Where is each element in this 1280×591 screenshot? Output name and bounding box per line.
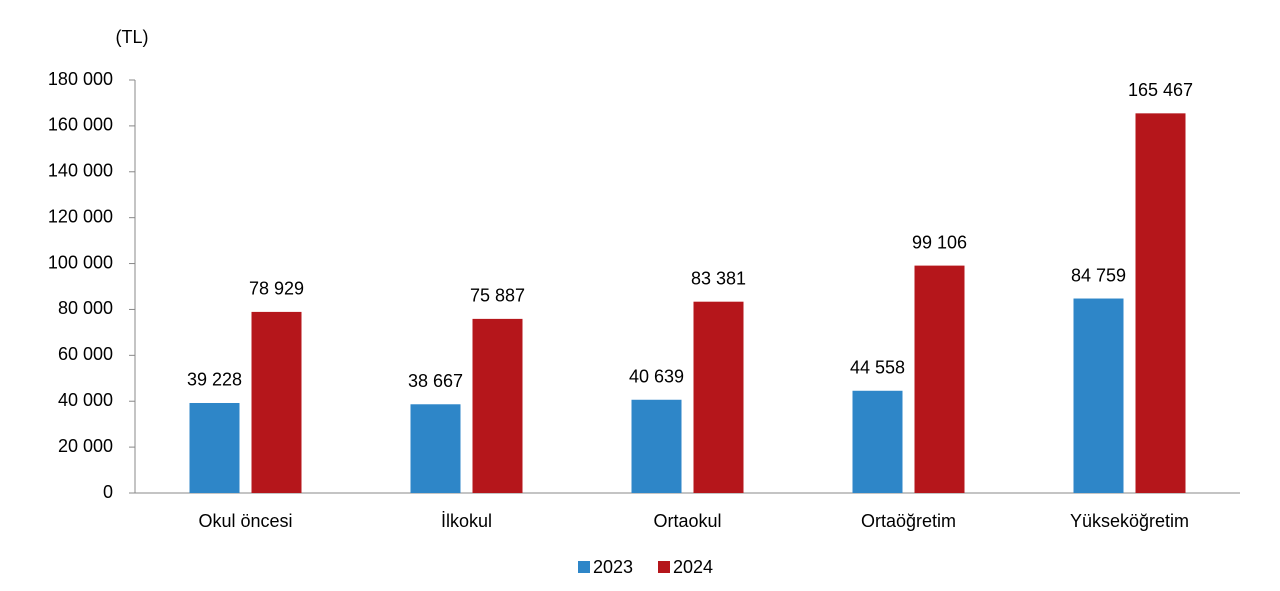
legend-swatch — [578, 561, 590, 573]
value-label: 78 929 — [249, 279, 304, 299]
value-label: 165 467 — [1128, 80, 1193, 100]
x-tick-label: Yükseköğretim — [1070, 511, 1189, 531]
value-label: 84 759 — [1071, 265, 1126, 285]
y-tick-label: 120 000 — [48, 206, 113, 226]
y-tick-label: 0 — [103, 482, 113, 502]
legend-label: 2023 — [593, 557, 633, 577]
value-label: 75 887 — [470, 286, 525, 306]
value-label: 39 228 — [187, 370, 242, 390]
y-tick-label: 40 000 — [58, 390, 113, 410]
value-label: 99 106 — [912, 232, 967, 252]
y-tick-label: 20 000 — [58, 436, 113, 456]
bar — [631, 399, 682, 493]
x-tick-label: İlkokul — [441, 511, 492, 531]
value-label: 38 667 — [408, 371, 463, 391]
value-label: 83 381 — [691, 268, 746, 288]
x-tick-label: Ortaokul — [653, 511, 721, 531]
y-tick-label: 80 000 — [58, 298, 113, 318]
bar — [189, 402, 240, 493]
bar — [472, 318, 523, 493]
y-tick-label: 160 000 — [48, 115, 113, 135]
bar — [251, 311, 302, 493]
bar — [410, 404, 461, 493]
bar — [693, 301, 744, 493]
legend-label: 2024 — [673, 557, 713, 577]
y-tick-label: 180 000 — [48, 69, 113, 89]
bar — [1073, 298, 1124, 493]
y-tick-label: 140 000 — [48, 161, 113, 181]
x-tick-label: Ortaöğretim — [861, 511, 956, 531]
legend-swatch — [658, 561, 670, 573]
y-tick-label: 60 000 — [58, 344, 113, 364]
x-tick-label: Okul öncesi — [198, 511, 292, 531]
y-tick-label: 100 000 — [48, 252, 113, 272]
value-label: 44 558 — [850, 358, 905, 378]
value-label: 40 639 — [629, 367, 684, 387]
y-axis-unit: (TL) — [116, 27, 149, 47]
bar — [1135, 113, 1186, 494]
bar — [914, 265, 965, 493]
bar — [852, 390, 903, 493]
